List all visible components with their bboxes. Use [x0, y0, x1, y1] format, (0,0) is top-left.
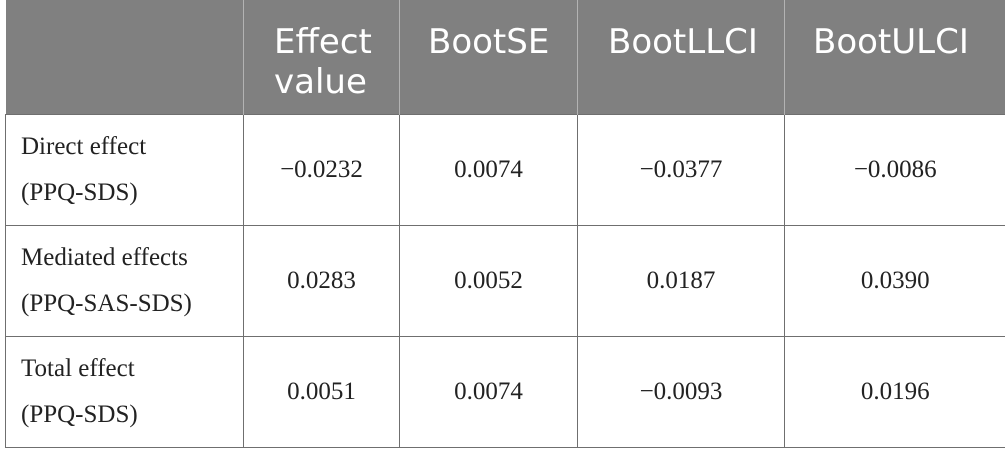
cell-bootse: 0.0074	[399, 336, 578, 448]
cell-bootulci: 0.0196	[784, 336, 1005, 448]
cell-effect-value: 0.0051	[243, 336, 400, 448]
cell-bootllci: −0.0093	[577, 336, 785, 448]
results-table: Effect value BootSE BootLLCI BootULCI Di…	[5, 0, 1005, 448]
row-label-line2: (PPQ-SDS)	[21, 178, 138, 206]
table-row: Total effect (PPQ-SDS) 0.0051 0.0074 −0.…	[5, 336, 1005, 448]
row-label-line1: Mediated effects	[21, 243, 188, 271]
header-bootllci: BootLLCI	[577, 0, 785, 114]
cell-effect-value: 0.0283	[243, 225, 400, 337]
header-effect-line2: value	[274, 62, 367, 102]
row-label: Mediated effects (PPQ-SAS-SDS)	[5, 225, 244, 337]
row-label-line2: (PPQ-SAS-SDS)	[21, 289, 192, 317]
header-bootse: BootSE	[399, 0, 578, 114]
row-label-line2: (PPQ-SDS)	[21, 400, 138, 428]
cell-bootllci: −0.0377	[577, 113, 785, 226]
row-label: Total effect (PPQ-SDS)	[5, 336, 244, 448]
header-empty	[5, 0, 244, 114]
cell-bootse: 0.0074	[399, 113, 578, 226]
cell-bootllci: 0.0187	[577, 225, 785, 337]
header-effect-line1: Effect	[274, 22, 372, 62]
header-effect-value: Effect value	[243, 0, 400, 114]
cell-bootulci: −0.0086	[784, 113, 1005, 226]
header-bootulci: BootULCI	[784, 0, 1005, 114]
cell-effect-value: −0.0232	[243, 113, 400, 226]
cell-bootse: 0.0052	[399, 225, 578, 337]
cell-bootulci: 0.0390	[784, 225, 1005, 337]
header-row: Effect value BootSE BootLLCI BootULCI	[5, 0, 1005, 114]
row-label-line1: Total effect	[21, 354, 135, 382]
table-row: Direct effect (PPQ-SDS) −0.0232 0.0074 −…	[5, 113, 1005, 226]
row-label-line1: Direct effect	[21, 132, 147, 160]
table-row: Mediated effects (PPQ-SAS-SDS) 0.0283 0.…	[5, 225, 1005, 337]
row-label: Direct effect (PPQ-SDS)	[5, 113, 244, 226]
